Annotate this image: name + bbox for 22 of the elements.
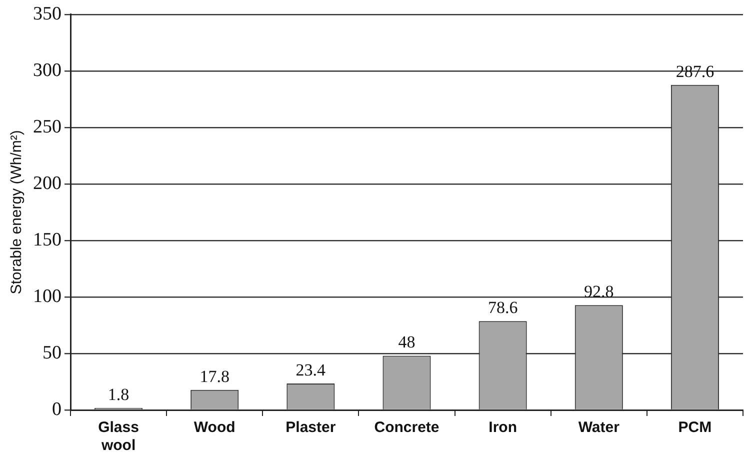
y-tick-label: 300 xyxy=(33,60,62,81)
x-tick-label: Glass wool xyxy=(98,419,139,454)
x-tick-label: Plaster xyxy=(286,419,336,436)
y-tick-label: 100 xyxy=(33,286,62,307)
y-tick-label: 250 xyxy=(33,116,62,138)
x-tick-label: Concrete xyxy=(374,419,440,436)
data-label: 23.4 xyxy=(296,360,326,380)
y-tick-label: 150 xyxy=(33,229,62,250)
y-tick-label: 200 xyxy=(33,172,62,194)
data-label: 78.6 xyxy=(488,298,518,318)
data-label: 17.8 xyxy=(200,366,230,386)
data-label: 92.8 xyxy=(584,282,614,302)
x-tick-label: Wood xyxy=(194,419,236,436)
y-axis-title: Storable energy (Wh/m²) xyxy=(8,130,26,294)
data-label: 1.8 xyxy=(108,384,130,404)
y-tick-label: 0 xyxy=(52,398,62,420)
x-tick-label: Iron xyxy=(488,419,517,436)
y-tick-label: 350 xyxy=(33,3,62,24)
data-label: 48 xyxy=(398,332,416,352)
y-tick-label: 50 xyxy=(42,342,62,364)
x-tick-label: PCM xyxy=(678,419,712,436)
x-tick-label: Water xyxy=(578,419,620,436)
